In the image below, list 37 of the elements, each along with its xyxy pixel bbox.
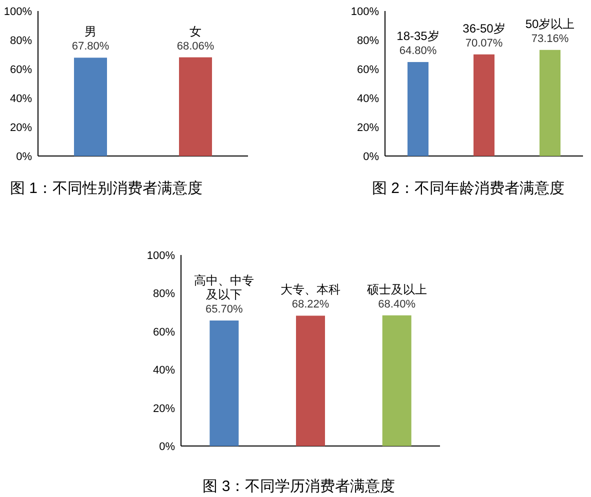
- y-tick-label: 80%: [10, 35, 32, 47]
- y-tick-label: 60%: [152, 326, 176, 338]
- x-tick-label: 男: [84, 24, 96, 39]
- x-tick-label: 大专、本科: [280, 282, 340, 297]
- x-tick-label: 50岁以上: [525, 16, 575, 31]
- y-tick-label: 40%: [152, 364, 176, 377]
- x-tick-label: 18-35岁: [396, 29, 440, 44]
- x-tick-label: 36-50岁: [462, 21, 506, 36]
- y-tick-label: 100%: [146, 250, 176, 262]
- y-tick-label: 60%: [10, 64, 32, 76]
- data-label: 70.07%: [465, 37, 503, 50]
- y-tick-label: 0%: [16, 151, 32, 163]
- x-tick-label: 女: [190, 24, 202, 38]
- y-tick-label: 100%: [4, 6, 32, 18]
- data-label: 65.70%: [206, 304, 244, 316]
- y-tick-label: 100%: [350, 6, 380, 18]
- y-tick-label: 20%: [356, 122, 380, 134]
- data-label: 68.06%: [176, 40, 214, 52]
- data-label: 64.80%: [399, 45, 437, 58]
- y-tick-label: 0%: [159, 441, 176, 453]
- y-tick-label: 80%: [152, 288, 176, 300]
- x-tick-label: 高中、中专及以下: [194, 274, 254, 302]
- text: 图 3：不同学历消费者满意度: [202, 478, 396, 495]
- y-tick-label: 20%: [152, 402, 176, 415]
- y-tick-label: 20%: [10, 122, 32, 134]
- text: 图 2：不同年龄消费者满意度: [372, 180, 565, 197]
- x-tick-label: 硕士及以上: [366, 282, 427, 296]
- data-label: 68.40%: [378, 298, 416, 310]
- y-tick-label: 60%: [356, 64, 380, 76]
- data-label: 73.16%: [531, 32, 569, 45]
- text: 图 1：不同性别消费者满意度: [10, 180, 203, 197]
- data-label: 68.22%: [292, 298, 330, 311]
- y-tick-label: 0%: [363, 151, 380, 163]
- y-tick-label: 80%: [356, 35, 380, 47]
- y-tick-label: 40%: [356, 93, 380, 105]
- data-label: 67.80%: [72, 40, 110, 53]
- y-tick-label: 40%: [10, 93, 32, 105]
